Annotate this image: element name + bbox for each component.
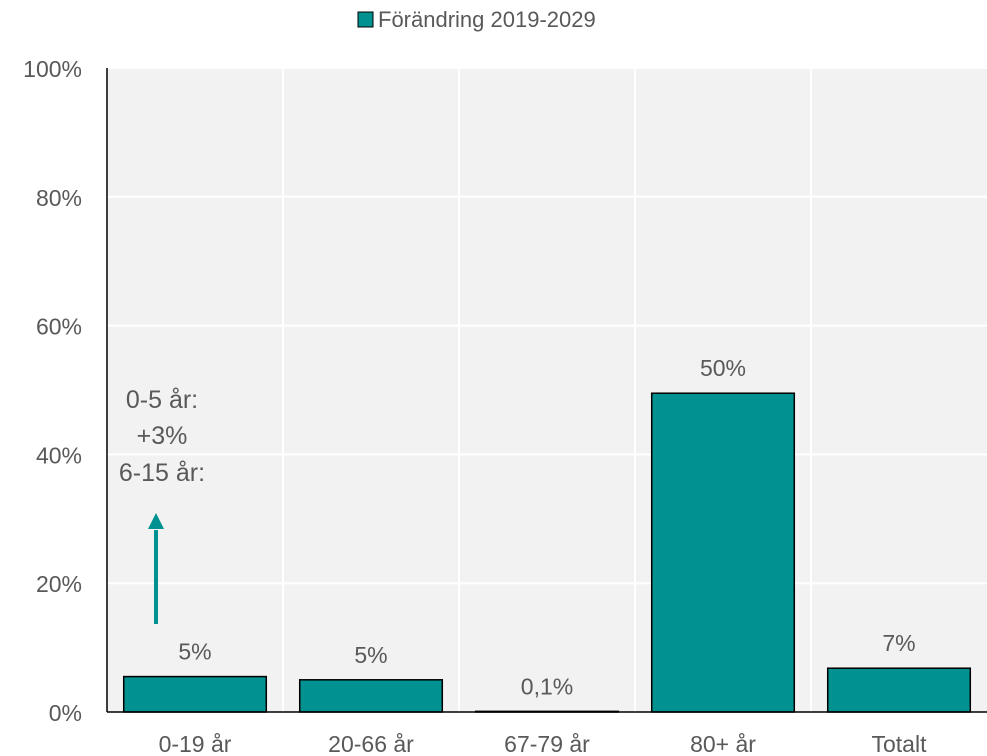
data-label: 50%: [700, 355, 746, 381]
plot-area: [107, 68, 987, 712]
y-tick-label: 80%: [36, 185, 82, 211]
y-axis-ticks: 0% 20% 40% 60% 80% 100%: [23, 56, 82, 726]
x-tick-label: 20-66 år: [328, 731, 414, 756]
x-axis-ticks: 0-19 år 20-66 år 67-79 år 80+ år Totalt: [159, 731, 928, 756]
annotation: 0-5 år: +3% 6-15 år:: [119, 386, 205, 624]
annotation-line: 6-15 år:: [119, 459, 205, 487]
legend-label: Förändring 2019-2029: [378, 7, 596, 32]
x-tick-label: 67-79 år: [504, 731, 590, 756]
bars: [122, 392, 972, 713]
bar: [650, 392, 796, 713]
data-label: 5%: [354, 642, 387, 668]
x-tick-label: Totalt: [872, 731, 928, 756]
x-tick-label: 0-19 år: [159, 731, 232, 756]
y-tick-label: 60%: [36, 314, 82, 340]
bar: [122, 675, 268, 713]
annotation-line: 0-5 år:: [126, 386, 198, 414]
legend-swatch: [357, 11, 374, 28]
data-label: 0,1%: [521, 673, 573, 699]
bar: [298, 679, 444, 713]
data-label: 5%: [178, 639, 211, 665]
y-tick-label: 40%: [36, 442, 82, 468]
data-labels: 5% 5% 0,1% 50% 7%: [178, 355, 915, 699]
y-tick-label: 20%: [36, 571, 82, 597]
annotation-line: +3%: [137, 422, 188, 450]
data-label: 7%: [882, 630, 915, 656]
y-tick-label: 0%: [49, 700, 82, 726]
legend: Förändring 2019-2029: [357, 7, 596, 32]
y-tick-label: 100%: [23, 56, 82, 82]
annotation-arrow-head: [148, 513, 164, 529]
bar: [826, 667, 972, 713]
gridlines: [107, 67, 987, 712]
x-tick-label: 80+ år: [690, 731, 756, 756]
